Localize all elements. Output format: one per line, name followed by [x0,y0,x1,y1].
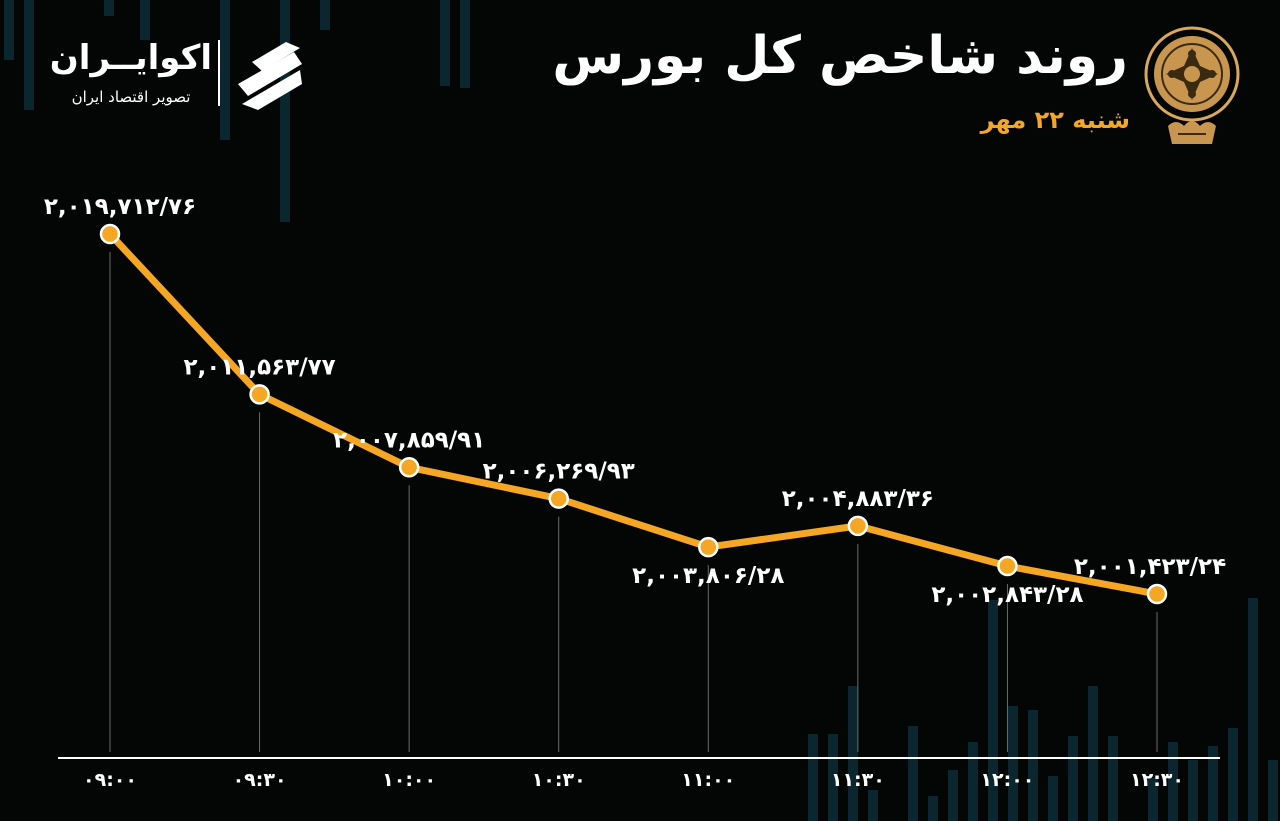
data-label: ۲,۰۰۷,۸۵۹/۹۱ [333,427,485,453]
data-point [997,555,1018,577]
data-point [847,515,869,537]
decor-bar [1088,686,1098,821]
page-date: شنبه ۲۲ مهر [980,106,1130,134]
decor-bar [1208,746,1218,821]
decor-bar [460,0,470,88]
tehran-stock-exchange-emblem-icon [1144,26,1240,144]
data-point [698,536,719,558]
decor-bar [1248,598,1258,821]
decor-bar [104,0,114,16]
decor-bar [1068,736,1078,821]
data-point [548,488,569,509]
decor-bar [24,0,34,110]
x-tick-label: ۱۰:۰۰ [382,769,436,791]
x-tick-label: ۰۹:۳۰ [233,769,287,791]
decor-bar [908,726,918,821]
brand-divider [218,40,220,106]
decor-bar [1228,728,1238,821]
decor-bar [968,742,978,821]
data-point [1146,583,1168,605]
data-label: ۲,۰۰۱,۴۲۳/۲۴ [1074,554,1226,580]
decor-bar [4,0,14,60]
brand-logo: اکوایــران تصویر اقتصاد ایران [50,38,312,112]
brand-tagline: تصویر اقتصاد ایران [71,88,191,106]
data-label: ۲,۰۱۹,۷۱۲/۷۶ [44,194,196,220]
decor-bar [848,686,858,821]
x-tick-label: ۰۹:۰۰ [83,769,137,791]
decor-bar [140,0,150,40]
series-line [106,230,1161,598]
page-title: روند شاخص کل بورس [552,26,1128,86]
decor-bar [1268,760,1278,821]
decor-bar [440,0,450,86]
decor-bar [320,0,330,30]
x-tick-label: ۱۰:۳۰ [532,769,586,791]
x-tick-label: ۱۱:۰۰ [681,769,735,791]
data-label: ۲,۰۱۱,۵۶۳/۷۷ [183,354,335,380]
data-point [398,457,420,478]
data-label: ۲,۰۰۶,۲۶۹/۹۳ [483,459,635,485]
decor-bar [988,600,998,821]
data-label: ۲,۰۰۲,۸۴۳/۲۸ [931,582,1083,608]
decor-bar [280,0,290,222]
x-tick-label: ۱۲:۰۰ [980,769,1034,791]
decor-bar [1008,706,1018,821]
decor-bar [828,734,838,821]
decor-bar [1108,736,1118,821]
decor-bar [948,770,958,821]
decor-bar [1188,760,1198,821]
decor-bar [928,796,938,821]
decor-bar [1048,776,1058,821]
decor-bar [808,734,818,821]
x-tick-label: ۱۱:۳۰ [831,769,885,791]
decor-bar [1168,742,1178,821]
ecoiran-logo-icon [238,42,302,110]
data-point [99,223,121,245]
brand-name: اکوایــران [49,38,212,78]
decor-bar [868,790,878,821]
data-label: ۲,۰۰۴,۸۸۳/۳۶ [782,486,934,512]
decor-bar [220,0,230,140]
data-point [249,384,270,405]
decor-bar [1148,778,1158,821]
x-tick-label: ۱۲:۳۰ [1130,769,1184,791]
decor-bar [1028,710,1038,821]
data-label: ۲,۰۰۳,۸۰۶/۲۸ [632,563,784,589]
